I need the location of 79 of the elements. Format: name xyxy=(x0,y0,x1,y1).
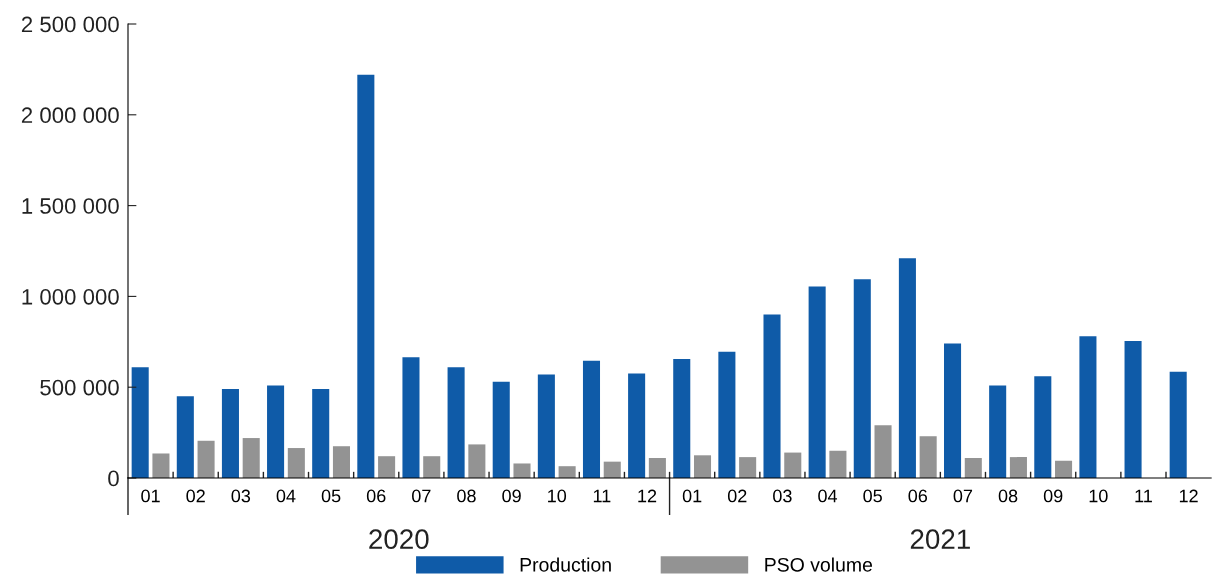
x-tick-label: 02 xyxy=(727,489,747,503)
bar xyxy=(513,463,531,478)
bar xyxy=(693,455,712,478)
text: 2021 xyxy=(910,529,970,550)
x-tick-label: 01 xyxy=(682,489,702,503)
bar xyxy=(312,389,330,478)
x-tick-label: 10 xyxy=(1089,489,1108,503)
bar xyxy=(492,381,510,478)
x-tick-label: 05 xyxy=(863,489,882,503)
bar xyxy=(221,389,239,478)
x-tick-label: 09 xyxy=(502,489,521,503)
x-tick-label: 11 xyxy=(1135,489,1152,503)
bar xyxy=(176,396,194,478)
x-tick-label: 08 xyxy=(998,489,1018,503)
x-tick-label: 10 xyxy=(548,489,567,503)
bar xyxy=(242,438,260,478)
x-tick-label: 03 xyxy=(773,489,792,503)
bar xyxy=(378,456,396,478)
bar xyxy=(152,453,170,478)
bar xyxy=(558,466,576,478)
bar xyxy=(829,450,847,478)
y-tick-label: 2 000 000 xyxy=(21,107,119,124)
bar xyxy=(423,456,441,478)
bar xyxy=(808,286,826,478)
x-tick-label: 02 xyxy=(186,489,205,503)
bar xyxy=(131,367,149,478)
bar xyxy=(197,440,215,478)
x-tick-label: 06 xyxy=(908,489,928,503)
x-tick-label: 07 xyxy=(412,489,431,503)
bar xyxy=(287,448,305,478)
x-tick-label: 03 xyxy=(231,489,251,503)
bar xyxy=(763,314,781,478)
bar xyxy=(582,360,601,478)
bar xyxy=(1079,336,1097,478)
bar xyxy=(1169,371,1187,478)
x-tick-label: 12 xyxy=(638,489,657,503)
bar xyxy=(357,74,375,478)
bar xyxy=(468,444,486,478)
y-tick-label: 1 000 000 xyxy=(22,288,119,305)
bar xyxy=(919,436,937,478)
bar xyxy=(648,458,666,478)
bar xyxy=(898,258,916,478)
y-tick-label: 2 500 000 xyxy=(21,16,119,33)
bar xyxy=(1034,376,1052,478)
bar xyxy=(447,367,465,478)
text: 2020 xyxy=(369,529,429,550)
bar xyxy=(944,343,962,478)
bar xyxy=(537,374,555,478)
x-tick-label: 09 xyxy=(1043,489,1063,503)
x-tick-label: 04 xyxy=(818,489,838,503)
legend-label: Production xyxy=(520,557,611,572)
legend-label: PSO volume xyxy=(765,557,873,572)
bar xyxy=(332,446,350,478)
y-tick-label: 500 000 xyxy=(40,379,119,396)
x-tick-label: 11 xyxy=(593,489,611,503)
bar xyxy=(964,458,982,478)
x-tick-label: 04 xyxy=(276,489,296,503)
bar xyxy=(1009,457,1027,478)
x-tick-label: 06 xyxy=(366,489,386,503)
x-tick-label: 08 xyxy=(457,489,476,503)
bar xyxy=(1055,460,1073,478)
bar xyxy=(1124,340,1142,478)
bar xyxy=(853,279,871,478)
y-tick-label: 1 500 000 xyxy=(22,198,119,214)
bar xyxy=(603,461,621,478)
bar xyxy=(267,385,285,478)
x-tick-label: 01 xyxy=(141,489,160,503)
bar xyxy=(402,357,420,478)
x-tick-label: 05 xyxy=(321,489,341,503)
bar xyxy=(739,457,757,478)
y-tick-label: 0 xyxy=(108,470,119,487)
bar xyxy=(718,351,736,478)
x-tick-label: 12 xyxy=(1179,489,1198,503)
bar xyxy=(673,359,691,478)
x-tick-label: 07 xyxy=(953,489,973,503)
bar xyxy=(874,425,892,478)
bar xyxy=(989,385,1007,478)
bar xyxy=(628,373,646,478)
bar xyxy=(784,452,802,478)
